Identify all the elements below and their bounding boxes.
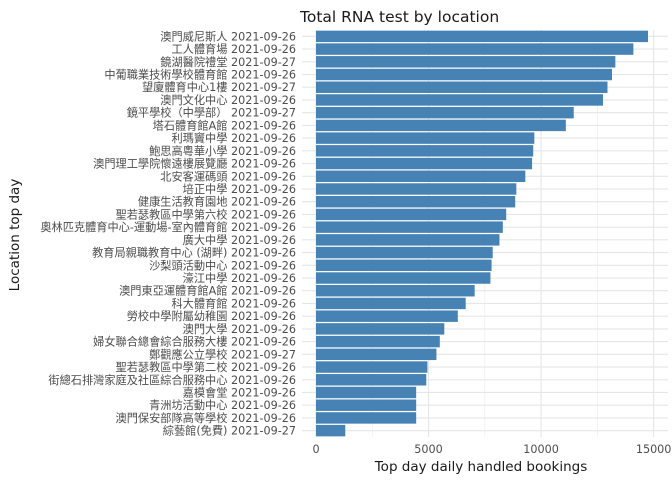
bar [316, 106, 574, 119]
category-label: 鏡湖醫院禮堂 2021-09-27 [160, 55, 296, 69]
category-label: 青洲坊活動中心 2021-09-26 [149, 398, 296, 412]
category-label: 澳門東亞運體育館A館 2021-09-26 [119, 284, 296, 298]
bar [316, 208, 507, 221]
bar [316, 297, 466, 310]
category-label: 鄭觀應公立學校 2021-09-27 [149, 347, 296, 361]
bar [316, 132, 535, 144]
x-axis-ticks: 0 5000 10000 15000 [312, 443, 671, 456]
bar [316, 234, 500, 246]
bars-layer [316, 30, 648, 437]
x-axis-title: Top day daily handled bookings [374, 459, 588, 475]
bar [316, 399, 417, 411]
x-tick-label: 15000 [636, 443, 672, 456]
category-label: 奧林匹克體育中心-運動場-室內體育館 2021-09-26 [40, 220, 296, 234]
bar [316, 348, 437, 361]
category-label: 鮑思高粵華小學 2021-09-26 [149, 144, 296, 158]
category-label: 北安客運碼頭 2021-09-26 [160, 169, 296, 183]
bar [316, 246, 493, 259]
category-label: 勞校中學附屬幼稚園 2021-09-26 [127, 309, 296, 323]
x-tick-label: 10000 [523, 443, 559, 456]
bar [316, 323, 445, 335]
bar [316, 285, 475, 297]
category-label: 聖若瑟教區中學第六校 2021-09-26 [116, 207, 296, 221]
bar [316, 145, 534, 157]
category-label: 濠江中學 2021-09-26 [183, 271, 296, 285]
category-label: 綜藝館(免費) 2021-09-27 [163, 424, 296, 438]
category-label: 沙梨頭活動中心 2021-09-26 [149, 258, 296, 272]
bar [316, 195, 516, 208]
y-axis-title: Location top day [7, 179, 23, 292]
category-label: 婦女聯合總會綜合服務大樓 2021-09-26 [93, 335, 296, 349]
bar [316, 424, 346, 437]
bar [316, 183, 517, 195]
bar [316, 259, 492, 272]
bar [316, 272, 491, 284]
category-label: 澳門理工學院懷遠樓展覽廳 2021-09-26 [93, 157, 296, 171]
category-label: 鏡平學校（中學部） 2021-09-27 [127, 106, 296, 120]
bar [316, 221, 503, 233]
bar [316, 157, 533, 170]
bar [316, 68, 612, 81]
category-label: 聖若瑟教區中學第二校 2021-09-26 [116, 360, 296, 374]
bar [316, 412, 417, 424]
bar [316, 81, 608, 93]
bar [316, 119, 566, 132]
category-label: 澳門大學 2021-09-26 [183, 322, 296, 336]
category-label: 澳門文化中心 2021-09-26 [160, 93, 296, 107]
category-label: 健康生活教育園地 2021-09-26 [138, 195, 296, 209]
chart-title: Total RNA test by location [299, 8, 499, 26]
category-label: 中葡職業技術學校體育館 2021-09-26 [104, 68, 296, 82]
bar [316, 361, 428, 373]
bar [316, 335, 440, 348]
category-label: 廣大中學 2021-09-26 [183, 233, 296, 247]
category-label: 工人體育場 2021-09-26 [171, 42, 296, 56]
category-label: 教育局親職教育中心 (湖畔) 2021-09-26 [92, 246, 296, 260]
x-tick-label: 0 [312, 443, 319, 456]
category-label: 塔石體育館A館 2021-09-26 [153, 118, 296, 132]
category-label: 澳門威尼斯人 2021-09-26 [160, 30, 296, 43]
bar [316, 170, 526, 182]
bar [316, 374, 427, 386]
category-label: 利瑪竇中學 2021-09-26 [171, 132, 296, 145]
bar [316, 94, 603, 106]
category-label: 街總石排灣家庭及社區綜合服務中心 2021-09-26 [48, 373, 296, 387]
category-label: 澳門保安部隊高等學校 2021-09-26 [116, 411, 296, 425]
category-label: 望廈體育中心1樓 2021-09-27 [142, 80, 296, 94]
bar [316, 43, 634, 55]
bar [316, 310, 458, 322]
category-label: 嘉模會堂 2021-09-26 [183, 385, 296, 399]
category-label: 培正中學 2021-09-26 [183, 182, 296, 196]
bar [316, 30, 648, 43]
x-tick-label: 5000 [414, 443, 442, 456]
bar [316, 56, 616, 68]
bar [316, 386, 417, 399]
category-label: 科大體育館 2021-09-26 [171, 296, 296, 310]
